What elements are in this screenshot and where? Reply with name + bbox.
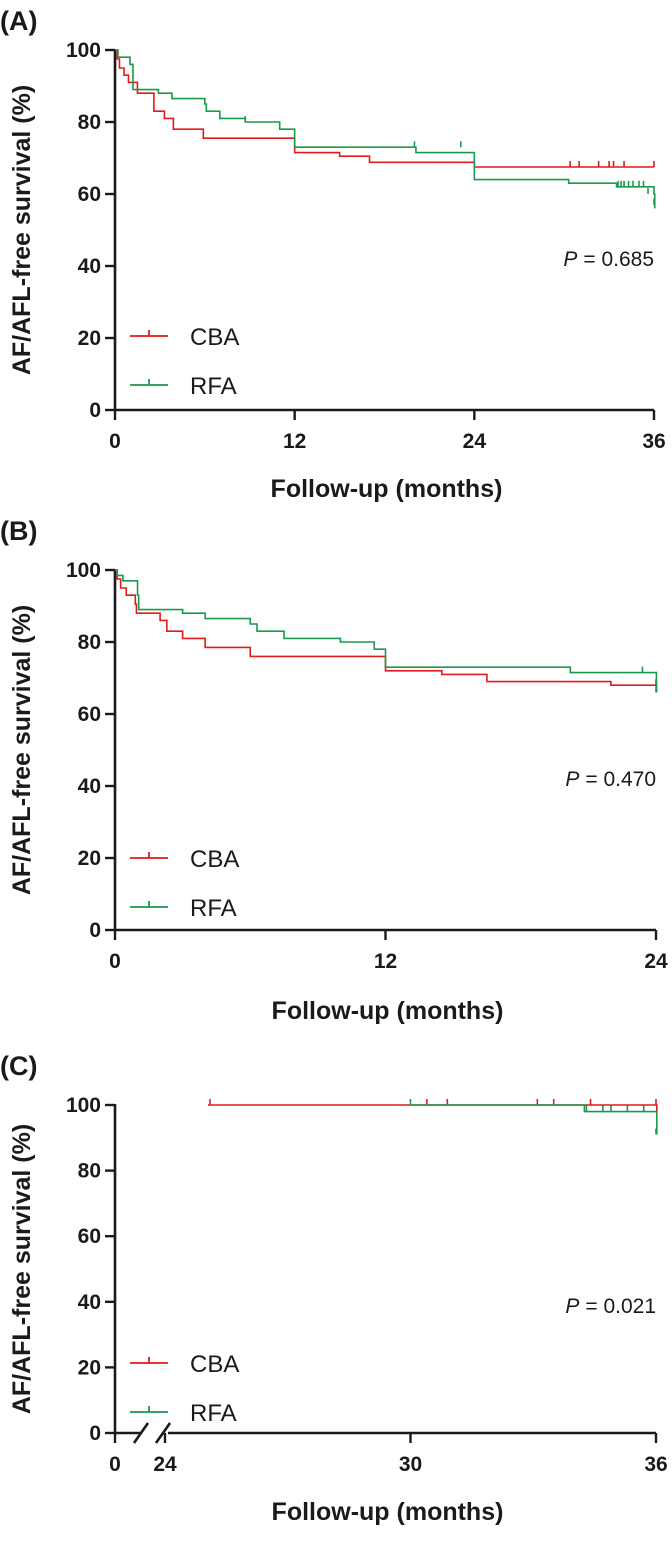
km-curve-cba (115, 569, 658, 693)
km-curve-rfa (115, 569, 658, 693)
panel-label: (A) (0, 6, 37, 36)
p-value-annotation: P = 0.685 (563, 248, 654, 271)
legend-item-cba: CBA (130, 324, 239, 351)
legend-label: RFA (190, 895, 237, 922)
y-tick-label: 20 (78, 327, 101, 350)
p-value-number: = 0.470 (585, 768, 656, 791)
km-panel-a: (A) 0 20 40 60 80 100 0 12 24 36 Follow-up (months)… (0, 6, 666, 503)
x-tick-label: 12 (374, 950, 397, 973)
km-curve-cba (115, 49, 654, 168)
legend-label: CBA (190, 1351, 239, 1378)
legend-label: CBA (190, 846, 239, 873)
legend-label: RFA (190, 1400, 237, 1427)
series-cba (115, 49, 655, 168)
km-curve-rfa (410, 1104, 658, 1135)
y-tick-label: 60 (78, 183, 101, 206)
legend-item-cba: CBA (130, 1351, 239, 1378)
series-rfa (409, 1099, 658, 1135)
axis-break-mark (154, 1422, 172, 1444)
x-tick-label: 0 (109, 950, 121, 973)
panel-label: (B) (0, 516, 37, 546)
y-tick-label: 80 (78, 1160, 101, 1183)
series-cba (115, 569, 658, 693)
y-tick-label: 0 (89, 919, 101, 942)
y-tick-label: 60 (78, 703, 101, 726)
x-tick-label: 24 (644, 950, 668, 973)
series-rfa (115, 569, 658, 693)
y-tick-label: 80 (78, 631, 101, 654)
y-tick-label: 0 (89, 1422, 101, 1445)
x-tick-label: 30 (399, 1453, 422, 1476)
axis-break-mark (132, 1422, 150, 1444)
panel-label: (C) (0, 1051, 37, 1081)
p-value-annotation: P = 0.021 (565, 1295, 656, 1318)
y-tick-label: 100 (66, 39, 101, 62)
p-value-symbol: P (563, 248, 577, 271)
km-panel-c: (C) 0 20 40 60 80 100 0 24 30 36 Follow-up (months)… (0, 1051, 668, 1526)
x-tick-label: 0 (109, 430, 121, 453)
x-tick-label: 24 (153, 1453, 177, 1476)
legend-item-rfa: RFA (130, 895, 237, 922)
x-tick-label: 36 (644, 1453, 667, 1476)
legend-item-cba: CBA (130, 846, 239, 873)
p-value-annotation: P = 0.470 (565, 768, 656, 791)
y-axis-title: AF/AFL-free survival (%) (8, 85, 36, 375)
y-tick-label: 100 (66, 559, 101, 582)
x-axis-title: Follow-up (months) (272, 1498, 504, 1526)
legend-label: RFA (190, 373, 237, 400)
p-value-symbol: P (565, 768, 579, 791)
y-tick-label: 40 (78, 1291, 101, 1314)
y-tick-label: 60 (78, 1225, 101, 1248)
p-value-number: = 0.021 (585, 1295, 656, 1318)
y-tick-label: 100 (66, 1094, 101, 1117)
p-value-symbol: P (565, 1295, 579, 1318)
y-tick-label: 40 (78, 255, 101, 278)
x-tick-label: 24 (463, 430, 487, 453)
y-tick-label: 80 (78, 111, 101, 134)
x-tick-label: 36 (642, 430, 665, 453)
x-tick-label: 0 (109, 1453, 121, 1476)
y-axis-title: AF/AFL-free survival (%) (8, 605, 36, 895)
km-curve-cba (207, 1104, 658, 1112)
x-axis-title: Follow-up (months) (272, 997, 504, 1025)
y-tick-label: 40 (78, 775, 101, 798)
km-panel-b: (B) 0 20 40 60 80 100 0 12 24 Follow-up (months) AF… (0, 516, 668, 1025)
legend-label: CBA (190, 324, 239, 351)
p-value-number: = 0.685 (583, 248, 654, 271)
y-tick-label: 20 (78, 847, 101, 870)
legend-item-rfa: RFA (130, 373, 237, 400)
y-axis-title: AF/AFL-free survival (%) (8, 1124, 36, 1414)
x-tick-label: 12 (283, 430, 306, 453)
y-tick-label: 20 (78, 1356, 101, 1379)
legend-item-rfa: RFA (130, 1400, 237, 1427)
x-axis-title: Follow-up (months) (271, 475, 503, 503)
y-tick-label: 0 (89, 399, 101, 422)
series-rfa (115, 49, 656, 209)
